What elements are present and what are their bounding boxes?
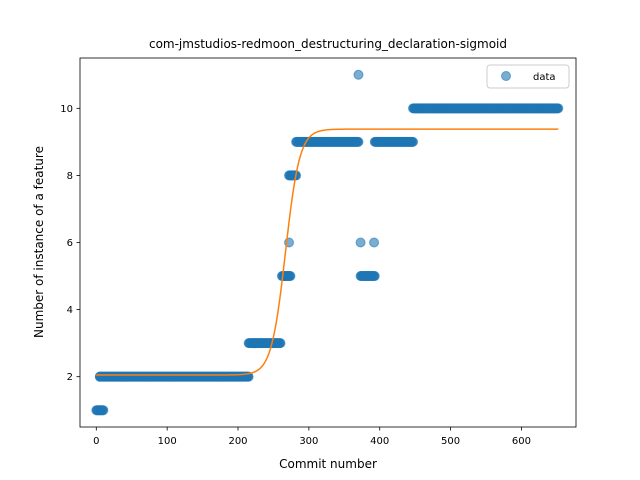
data-point-10 — [98, 405, 109, 416]
data-point-281 — [285, 271, 296, 282]
data-point-382 — [353, 136, 364, 147]
y-tick-label-2: 2 — [67, 372, 73, 383]
legend: data — [486, 64, 570, 89]
x-axis-label: Commit number — [279, 457, 377, 471]
data-point-667 — [553, 103, 564, 114]
x-tick-label-100: 100 — [158, 436, 177, 447]
data-layer — [91, 69, 564, 416]
x-tick-label-300: 300 — [299, 436, 318, 447]
y-tick-label-8: 8 — [67, 171, 73, 182]
y-axis-label: Number of instance of a feature — [32, 146, 46, 338]
y-tick-label-10: 10 — [60, 104, 73, 115]
axes-layer: 0 100 200 300 400 500 600 2 4 6 8 10 — [60, 57, 577, 447]
fit-line — [96, 128, 559, 376]
x-tick-label-500: 500 — [441, 436, 460, 447]
legend-box — [486, 64, 570, 89]
x-tick-label-600: 600 — [512, 436, 531, 447]
x-tick-label-0: 0 — [93, 436, 99, 447]
data-point-461 — [408, 136, 419, 147]
x-tick-label-200: 200 — [228, 436, 247, 447]
y-tick-label-6: 6 — [67, 238, 73, 249]
data-point-268 — [275, 338, 286, 349]
data-point-383 — [353, 69, 364, 80]
plot-area — [80, 58, 576, 427]
legend-label-data: data — [533, 72, 556, 83]
data-point-384 — [355, 237, 366, 248]
chart-title: com-jmstudios-redmoon_destructuring_decl… — [149, 37, 507, 51]
legend-marker-data — [501, 71, 511, 81]
y-tick-label-4: 4 — [67, 305, 73, 316]
data-point-405 — [369, 271, 380, 282]
x-tick-label-400: 400 — [370, 436, 389, 447]
data-point-406 — [369, 237, 380, 248]
